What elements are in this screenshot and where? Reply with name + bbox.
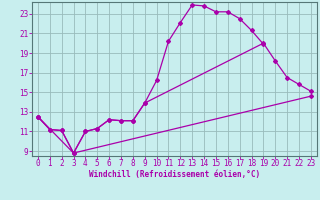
X-axis label: Windchill (Refroidissement éolien,°C): Windchill (Refroidissement éolien,°C) — [89, 170, 260, 179]
